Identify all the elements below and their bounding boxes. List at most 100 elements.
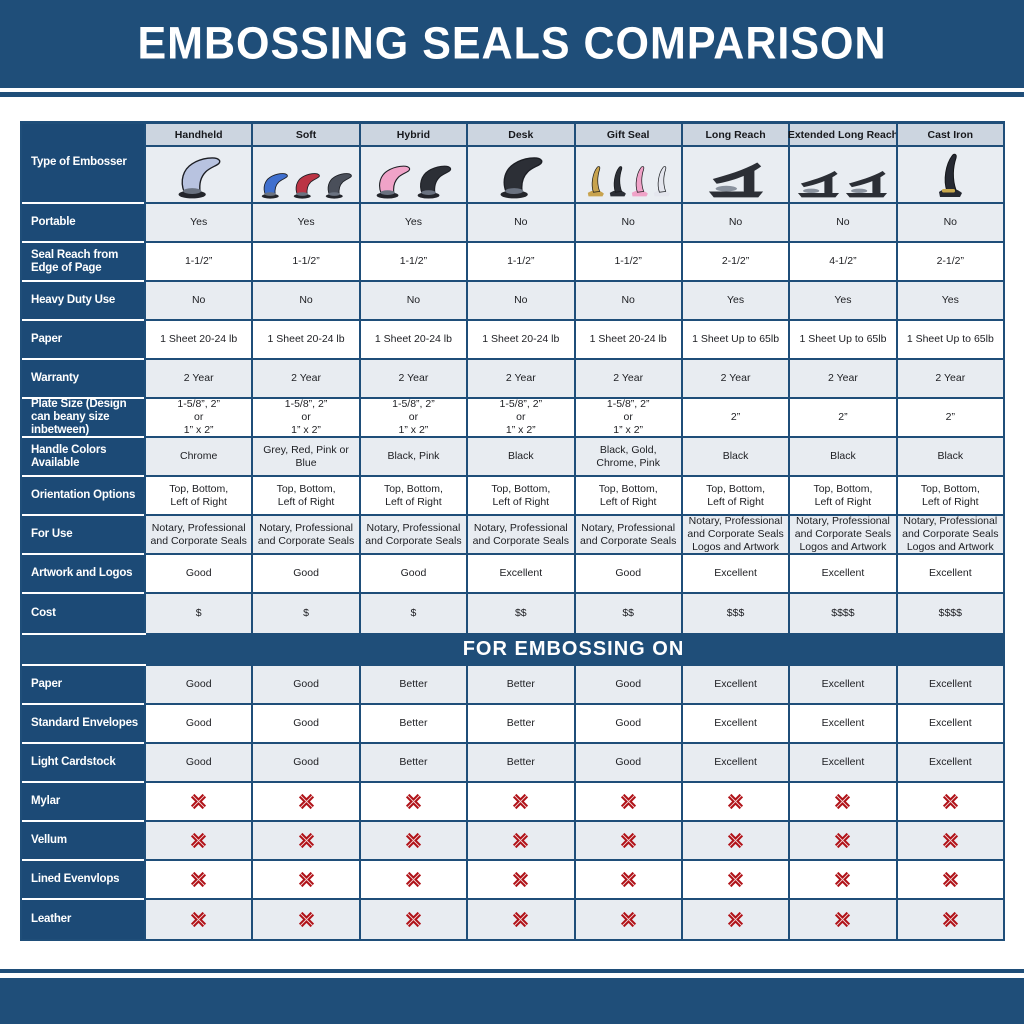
table-cell: 1 Sheet Up to 65lb xyxy=(895,321,1003,360)
table-cell: 1 Sheet 20-24 lb xyxy=(466,321,574,360)
not-suitable-icon xyxy=(512,871,529,888)
table-row-portable: Portable Yes Yes Yes No No No No No xyxy=(22,204,1003,243)
not-suitable-icon xyxy=(144,783,252,822)
not-suitable-icon xyxy=(190,911,207,928)
table-cell: Better xyxy=(466,705,574,744)
table-cell: $$$ xyxy=(680,594,789,633)
table-cell: Better xyxy=(466,744,574,783)
row-label-artwork-and-logos: Artwork and Logos xyxy=(22,555,144,594)
column-header-row: Handheld Soft Hybrid Desk Gift Seal Long Reac… xyxy=(144,124,1003,147)
table-cell: 2 Year xyxy=(251,360,359,399)
table-cell: 2 Year xyxy=(680,360,789,399)
table-header-right: Handheld Soft Hybrid Desk Gift Seal Long Reac… xyxy=(144,124,1003,204)
table-row-cost: Cost $ $ $ $$ $$ $$$ $$$$ $$$$ xyxy=(22,594,1003,633)
table-cell: Yes xyxy=(680,282,789,321)
table-cell: Good xyxy=(144,666,252,705)
long-reach-embosser-image xyxy=(680,147,789,204)
table-cell: 2 Year xyxy=(895,360,1003,399)
table-cell: 2” xyxy=(788,399,896,438)
table-row-warranty: Warranty 2 Year 2 Year 2 Year 2 Year 2 Year 2 … xyxy=(22,360,1003,399)
table-cell: Top, Bottom, Left of Right xyxy=(144,477,252,516)
table-cell: Top, Bottom, Left of Right xyxy=(466,477,574,516)
not-suitable-icon xyxy=(190,793,207,810)
table-cell: No xyxy=(573,204,681,243)
table-cell: 1 Sheet Up to 65lb xyxy=(680,321,789,360)
row-label-paper: Paper xyxy=(22,321,144,360)
not-suitable-icon xyxy=(942,832,959,849)
not-suitable-icon xyxy=(620,911,637,928)
not-suitable-icon xyxy=(727,793,744,810)
comparison-table: Type of Embosser Handheld Soft Hybrid Desk G… xyxy=(20,121,1005,941)
table-cell: Excellent xyxy=(680,705,789,744)
handheld-embosser-image xyxy=(144,147,252,204)
table-row-orientation-options: Orientation Options Top, Bottom, Left of … xyxy=(22,477,1003,516)
table-row-vellum: Vellum xyxy=(22,822,1003,861)
table-row-artwork-and-logos: Artwork and Logos Good Good Good Excellent Go… xyxy=(22,555,1003,594)
table-cell: Notary, Professional and Corporate Seals xyxy=(466,516,574,555)
not-suitable-icon xyxy=(298,871,315,888)
table-cell: Black, Gold, Chrome, Pink xyxy=(573,438,681,477)
table-row-for-use: For Use Notary, Professional and Corporat… xyxy=(22,515,1003,555)
footer-divider-stripe xyxy=(0,969,1024,973)
column-header-cast-iron: Cast Iron xyxy=(895,124,1003,147)
table-cell: Black xyxy=(680,438,789,477)
table-cell: 2” xyxy=(895,399,1003,438)
embossing-on-rows: Paper Good Good Better Better Good Excellent Ex… xyxy=(22,666,1003,939)
corner-label-type-of-embosser: Type of Embosser xyxy=(22,124,144,204)
not-suitable-icon xyxy=(573,783,681,822)
not-suitable-icon xyxy=(405,793,422,810)
row-label-orientation-options: Orientation Options xyxy=(22,477,144,516)
table-cell: 1-1/2” xyxy=(144,243,252,282)
table-cell: Good xyxy=(251,744,359,783)
not-suitable-icon xyxy=(727,832,744,849)
cast-iron-embosser-image xyxy=(895,147,1003,204)
column-header-hybrid: Hybrid xyxy=(358,124,467,147)
table-cell: Good xyxy=(251,705,359,744)
not-suitable-icon xyxy=(680,822,789,861)
table-cell: 2-1/2” xyxy=(895,243,1003,282)
row-label-warranty: Warranty xyxy=(22,360,144,399)
table-cell: $$$$ xyxy=(788,594,896,633)
table-cell: Good xyxy=(573,666,681,705)
table-cell: Good xyxy=(144,555,252,594)
not-suitable-icon xyxy=(358,861,467,900)
gift-seal-embosser-image xyxy=(573,147,681,204)
not-suitable-icon xyxy=(573,861,681,900)
not-suitable-icon xyxy=(298,832,315,849)
table-cell: Excellent xyxy=(466,555,574,594)
table-cell: Excellent xyxy=(788,705,896,744)
table-cell: Black xyxy=(466,438,574,477)
table-cell: Yes xyxy=(895,282,1003,321)
not-suitable-icon xyxy=(788,783,896,822)
not-suitable-icon xyxy=(512,832,529,849)
table-cell: Good xyxy=(358,555,467,594)
not-suitable-icon xyxy=(405,871,422,888)
not-suitable-icon xyxy=(788,861,896,900)
table-cell: Notary, Professional and Corporate Seals xyxy=(358,516,467,555)
row-label-seal-reach-from-edge-of-page: Seal Reach from Edge of Page xyxy=(22,243,144,282)
table-cell: 1-1/2” xyxy=(358,243,467,282)
table-cell: Black, Pink xyxy=(358,438,467,477)
table-cell: $$$$ xyxy=(895,594,1003,633)
table-row-heavy-duty-use: Heavy Duty Use No No No No No Yes Yes Yes xyxy=(22,282,1003,321)
column-header-extended-long-reach: Extended Long Reach xyxy=(788,124,898,147)
table-cell: Excellent xyxy=(788,744,896,783)
table-cell: 1 Sheet 20-24 lb xyxy=(144,321,252,360)
table-cell: 2-1/2” xyxy=(680,243,789,282)
not-suitable-icon xyxy=(895,900,1003,939)
table-cell: Good xyxy=(573,705,681,744)
not-suitable-icon xyxy=(788,900,896,939)
table-cell: Yes xyxy=(358,204,467,243)
table-cell: 1 Sheet 20-24 lb xyxy=(358,321,467,360)
table-cell: Excellent xyxy=(895,705,1003,744)
table-cell: No xyxy=(788,204,896,243)
not-suitable-icon xyxy=(190,832,207,849)
table-cell: Top, Bottom, Left of Right xyxy=(251,477,359,516)
row-label-handle-colors-available: Handle Colors Available xyxy=(22,438,144,477)
not-suitable-icon xyxy=(620,832,637,849)
not-suitable-icon xyxy=(466,822,574,861)
table-cell: Notary, Professional and Corporate Seals… xyxy=(788,515,896,555)
table-cell: Excellent xyxy=(895,555,1003,594)
not-suitable-icon xyxy=(573,822,681,861)
table-cell: 2” xyxy=(680,399,789,438)
